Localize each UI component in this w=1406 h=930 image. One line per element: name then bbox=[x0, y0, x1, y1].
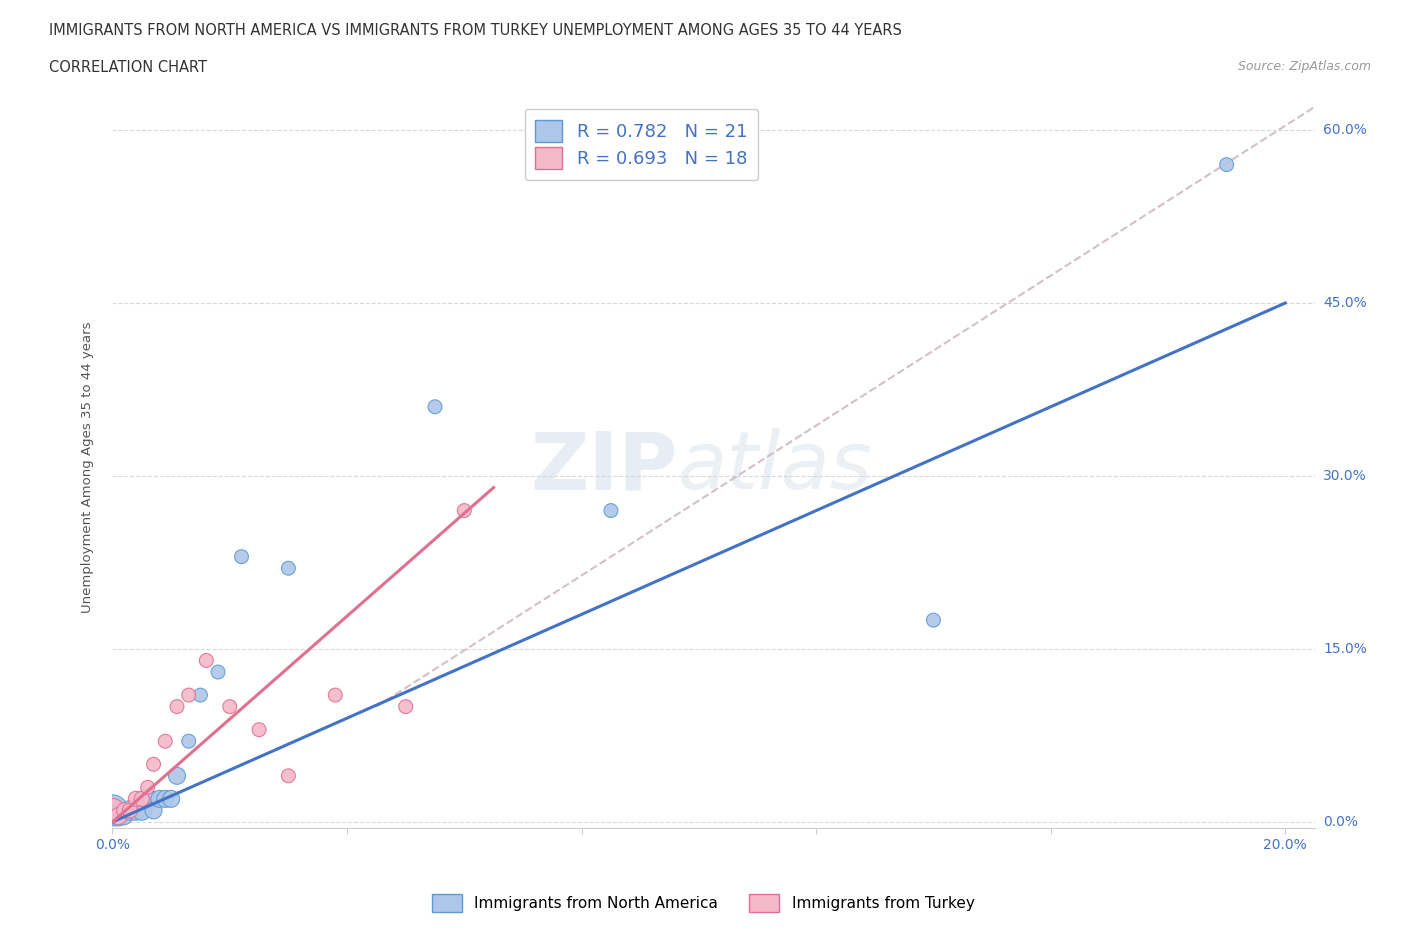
Point bbox=[1215, 157, 1237, 172]
Point bbox=[453, 503, 475, 518]
Point bbox=[166, 768, 188, 783]
Point bbox=[101, 803, 124, 817]
Point bbox=[107, 809, 129, 824]
Text: Source: ZipAtlas.com: Source: ZipAtlas.com bbox=[1237, 60, 1371, 73]
Point bbox=[107, 809, 129, 824]
Point bbox=[112, 809, 135, 824]
Point bbox=[177, 687, 200, 702]
Point bbox=[600, 503, 623, 518]
Point bbox=[136, 780, 159, 795]
Point bbox=[195, 653, 218, 668]
Text: IMMIGRANTS FROM NORTH AMERICA VS IMMIGRANTS FROM TURKEY UNEMPLOYMENT AMONG AGES : IMMIGRANTS FROM NORTH AMERICA VS IMMIGRA… bbox=[49, 23, 903, 38]
Text: 15.0%: 15.0% bbox=[1323, 642, 1367, 656]
Point bbox=[395, 699, 418, 714]
Point bbox=[148, 791, 170, 806]
Point bbox=[277, 561, 299, 576]
Point bbox=[922, 613, 945, 628]
Point bbox=[125, 791, 148, 806]
Point bbox=[155, 791, 177, 806]
Point bbox=[120, 803, 142, 817]
Point bbox=[177, 734, 200, 749]
Point bbox=[155, 734, 177, 749]
Point bbox=[166, 699, 188, 714]
Point bbox=[142, 757, 165, 772]
Point bbox=[160, 791, 183, 806]
Point bbox=[231, 550, 253, 565]
Point bbox=[247, 723, 270, 737]
Point bbox=[218, 699, 240, 714]
Text: ZIP: ZIP bbox=[530, 429, 678, 506]
Legend: Immigrants from North America, Immigrants from Turkey: Immigrants from North America, Immigrant… bbox=[426, 888, 980, 918]
Point bbox=[120, 803, 142, 817]
Text: 30.0%: 30.0% bbox=[1323, 469, 1367, 483]
Point bbox=[190, 687, 212, 702]
Y-axis label: Unemployment Among Ages 35 to 44 years: Unemployment Among Ages 35 to 44 years bbox=[80, 322, 94, 613]
Text: atlas: atlas bbox=[678, 429, 872, 506]
Point bbox=[101, 803, 124, 817]
Point bbox=[131, 791, 153, 806]
Text: 45.0%: 45.0% bbox=[1323, 296, 1367, 310]
Point bbox=[142, 803, 165, 817]
Legend: R = 0.782   N = 21, R = 0.693   N = 18: R = 0.782 N = 21, R = 0.693 N = 18 bbox=[524, 109, 758, 179]
Text: CORRELATION CHART: CORRELATION CHART bbox=[49, 60, 207, 75]
Point bbox=[136, 791, 159, 806]
Point bbox=[125, 803, 148, 817]
Point bbox=[323, 687, 346, 702]
Text: 60.0%: 60.0% bbox=[1323, 123, 1367, 137]
Text: 0.0%: 0.0% bbox=[1323, 815, 1358, 829]
Point bbox=[112, 803, 135, 817]
Point bbox=[423, 399, 446, 414]
Point bbox=[131, 803, 153, 817]
Point bbox=[277, 768, 299, 783]
Point bbox=[207, 665, 229, 680]
